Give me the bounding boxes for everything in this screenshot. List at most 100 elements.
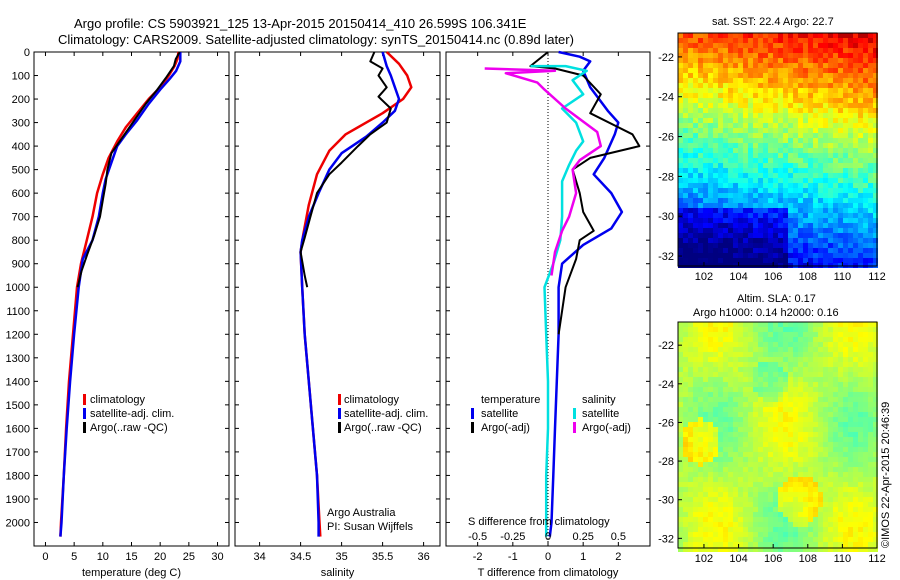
- heatmap-cell: [678, 98, 683, 103]
- heatmap-cell: [678, 427, 683, 432]
- heatmap-cell: [873, 88, 878, 93]
- heatmap-cell: [768, 108, 773, 113]
- heatmap-cell: [733, 377, 738, 382]
- heatmap-cell: [718, 427, 723, 432]
- heatmap-cell: [713, 432, 718, 437]
- heatmap-cell: [728, 148, 733, 153]
- heatmap-cell: [853, 342, 858, 347]
- heatmap-cell: [763, 188, 768, 193]
- heatmap-cell: [813, 467, 818, 472]
- y-tick-label: 1800: [6, 470, 30, 482]
- heatmap-cell: [868, 387, 873, 392]
- heatmap-cell: [858, 183, 863, 188]
- heatmap-cell: [713, 427, 718, 432]
- heatmap-cell: [698, 457, 703, 462]
- heatmap-cell: [778, 522, 783, 527]
- heatmap-cell: [793, 43, 798, 48]
- heatmap-cell: [678, 452, 683, 457]
- heatmap-cell: [738, 482, 743, 487]
- heatmap-cell: [723, 138, 728, 143]
- heatmap-cell: [763, 327, 768, 332]
- heatmap-cell: [753, 322, 758, 327]
- heatmap-cell: [853, 362, 858, 367]
- heatmap-cell: [703, 133, 708, 138]
- heatmap-cell: [858, 208, 863, 213]
- heatmap-cell: [858, 357, 863, 362]
- heatmap-cell: [743, 367, 748, 372]
- heatmap-cell: [808, 63, 813, 68]
- heatmap-cell: [858, 113, 863, 118]
- heatmap-cell: [818, 487, 823, 492]
- heatmap-cell: [808, 73, 813, 78]
- heatmap-cell: [763, 502, 768, 507]
- heatmap-cell: [833, 522, 838, 527]
- heatmap-cell: [868, 253, 873, 258]
- heatmap-cell: [798, 397, 803, 402]
- heatmap-cell: [843, 447, 848, 452]
- heatmap-cell: [703, 497, 708, 502]
- heatmap-cell: [748, 542, 753, 547]
- heatmap-cell: [713, 342, 718, 347]
- heatmap-cell: [828, 362, 833, 367]
- heatmap-cell: [753, 128, 758, 133]
- heatmap-cell: [843, 382, 848, 387]
- heatmap-cell: [863, 477, 868, 482]
- heatmap-cell: [688, 377, 693, 382]
- heatmap-cell: [813, 517, 818, 522]
- heatmap-cell: [818, 362, 823, 367]
- heatmap-cell: [688, 183, 693, 188]
- heatmap-cell: [853, 367, 858, 372]
- heatmap-cell: [828, 138, 833, 143]
- heatmap-cell: [778, 427, 783, 432]
- heatmap-cell: [688, 223, 693, 228]
- heatmap-cell: [753, 73, 758, 78]
- heatmap-cell: [868, 417, 873, 422]
- heatmap-cell: [818, 103, 823, 108]
- heatmap-cell: [803, 73, 808, 78]
- heatmap-cell: [698, 502, 703, 507]
- heatmap-cell: [683, 482, 688, 487]
- heatmap-cell: [733, 427, 738, 432]
- heatmap-cell: [783, 357, 788, 362]
- heatmap-cell: [683, 402, 688, 407]
- heatmap-cell: [848, 168, 853, 173]
- heatmap-cell: [838, 397, 843, 402]
- heatmap-cell: [858, 73, 863, 78]
- heatmap-cell: [683, 208, 688, 213]
- heatmap-cell: [833, 233, 838, 238]
- heatmap-cell: [788, 507, 793, 512]
- heatmap-cell: [858, 537, 863, 542]
- heatmap-cell: [858, 243, 863, 248]
- heatmap-cell: [708, 352, 713, 357]
- heatmap-cell: [763, 108, 768, 113]
- heatmap-cell: [778, 487, 783, 492]
- heatmap-cell: [813, 387, 818, 392]
- heatmap-cell: [793, 497, 798, 502]
- heatmap-cell: [808, 432, 813, 437]
- heatmap-cell: [818, 88, 823, 93]
- heatmap-cell: [793, 243, 798, 248]
- heatmap-cell: [778, 208, 783, 213]
- heatmap-cell: [818, 522, 823, 527]
- heatmap-cell: [688, 168, 693, 173]
- heatmap-cell: [868, 357, 873, 362]
- heatmap-cell: [808, 138, 813, 143]
- heatmap-cell: [743, 208, 748, 213]
- heatmap-cell: [718, 417, 723, 422]
- heatmap-cell: [783, 173, 788, 178]
- heatmap-cell: [698, 243, 703, 248]
- heatmap-cell: [703, 542, 708, 547]
- heatmap-cell: [843, 412, 848, 417]
- heatmap-cell: [808, 407, 813, 412]
- heatmap-cell: [843, 542, 848, 547]
- heatmap-cell: [728, 392, 733, 397]
- heatmap-cell: [703, 412, 708, 417]
- heatmap-cell: [858, 472, 863, 477]
- heatmap-cell: [753, 547, 758, 552]
- heatmap-cell: [858, 203, 863, 208]
- heatmap-cell: [763, 482, 768, 487]
- heatmap-cell: [703, 382, 708, 387]
- heatmap-cell: [773, 467, 778, 472]
- heatmap-cell: [728, 427, 733, 432]
- heatmap-cell: [783, 143, 788, 148]
